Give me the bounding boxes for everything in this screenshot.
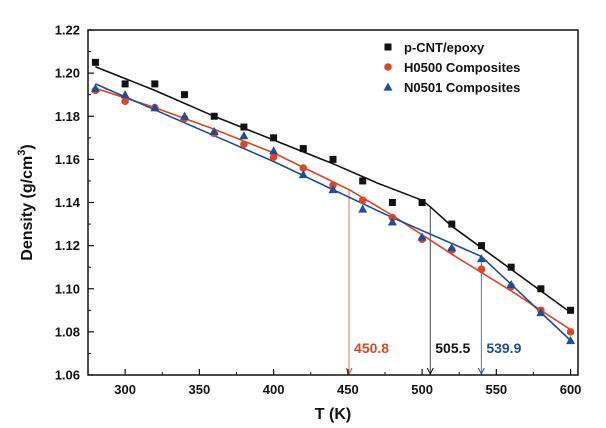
- annotation-label: 505.5: [435, 340, 470, 356]
- x-tick-label: 400: [263, 382, 285, 397]
- data-point-series-0: [507, 263, 515, 271]
- data-point-series-0: [210, 112, 218, 120]
- y-axis-title-tail: ): [19, 144, 36, 149]
- legend-marker: [383, 82, 393, 91]
- y-tick-label: 1.12: [55, 238, 80, 253]
- x-axis-title: T (K): [315, 406, 351, 423]
- fit-line-series-1: [95, 87, 572, 331]
- data-point-series-1: [358, 196, 367, 205]
- data-point-series-2: [387, 217, 397, 226]
- data-point-series-0: [418, 199, 426, 206]
- data-point-series-0: [388, 199, 396, 206]
- data-point-series-2: [269, 146, 279, 155]
- data-point-series-2: [566, 336, 576, 345]
- plot-area: 450.8 505.5 539.9: [90, 58, 576, 376]
- data-point-series-2: [358, 204, 368, 213]
- x-tick-label: 550: [485, 382, 507, 397]
- y-axis-title-sup: 3: [16, 150, 28, 156]
- data-point-series-0: [270, 134, 278, 142]
- x-tick-label: 450: [337, 382, 359, 397]
- data-point-series-2: [447, 243, 457, 252]
- data-point-series-2: [476, 254, 486, 263]
- data-point-series-2: [120, 90, 130, 99]
- data-point-series-2: [536, 307, 546, 317]
- data-point-series-2: [506, 279, 516, 289]
- legend: p-CNT/epoxy H0500 Composites N0501 Composi…: [383, 40, 520, 95]
- y-tick-label: 1.16: [55, 152, 80, 167]
- data-point-series-1: [299, 164, 308, 172]
- y-tick-label: 1.14: [55, 195, 81, 210]
- data-point-series-1: [121, 97, 129, 105]
- data-point-series-2: [209, 126, 219, 135]
- data-point-series-0: [359, 177, 367, 185]
- annotation-label: 450.8: [354, 340, 389, 356]
- fit-line-series-2: [95, 83, 572, 342]
- data-point-series-2: [180, 111, 190, 120]
- data-point-series-2: [417, 232, 427, 241]
- y-tick-label: 1.06: [55, 368, 80, 383]
- legend-marker: [384, 43, 392, 51]
- legend-label: N0501 Composites: [404, 80, 520, 95]
- x-tick-label: 350: [189, 382, 211, 397]
- annotation-label: 539.9: [486, 340, 521, 356]
- data-point-series-1: [269, 153, 278, 162]
- data-point-series-0: [299, 145, 307, 153]
- y-axis-title-main: Density (g/cm: [19, 156, 36, 261]
- y-tick-label: 1.10: [55, 281, 80, 296]
- x-tick-label: 600: [560, 382, 582, 397]
- annotation-arrow: [426, 367, 434, 376]
- legend-marker: [384, 63, 392, 71]
- annotation-arrow: [345, 367, 353, 376]
- data-point-series-0: [151, 80, 159, 88]
- data-point-series-0: [181, 91, 189, 99]
- data-point-series-0: [448, 220, 456, 228]
- data-point-series-0: [567, 306, 575, 314]
- x-tick-label: 300: [114, 382, 136, 397]
- y-tick-label: 1.20: [55, 66, 80, 81]
- annotation-arrow: [477, 367, 485, 376]
- data-point-series-1: [477, 265, 486, 274]
- y-tick-label: 1.08: [55, 324, 80, 339]
- data-point-series-0: [91, 58, 99, 66]
- x-tick-label: 500: [411, 382, 433, 397]
- y-tick-label: 1.18: [55, 109, 80, 124]
- data-point-series-2: [90, 83, 100, 92]
- legend-label: p-CNT/epoxy: [404, 40, 485, 55]
- data-point-series-2: [328, 185, 338, 194]
- data-point-series-0: [329, 155, 337, 163]
- data-point-series-2: [150, 103, 160, 112]
- data-point-series-1: [566, 328, 575, 336]
- axis-ticks: 300 350 400 450 500 550 600 1.06 1.08 1.10 1.12 1.1…: [55, 23, 582, 398]
- data-point-series-0: [537, 285, 545, 293]
- data-point-series-2: [239, 131, 249, 140]
- fit-line-series-0: [95, 65, 572, 314]
- y-tick-label: 1.22: [55, 23, 80, 38]
- data-point-series-2: [298, 169, 308, 179]
- legend-label: H0500 Composites: [404, 60, 520, 75]
- data-point-series-0: [477, 242, 485, 250]
- data-point-series-1: [240, 140, 248, 149]
- data-point-series-0: [121, 80, 129, 88]
- data-point-series-0: [240, 123, 248, 131]
- y-axis-title: Density (g/cm3): [16, 144, 36, 260]
